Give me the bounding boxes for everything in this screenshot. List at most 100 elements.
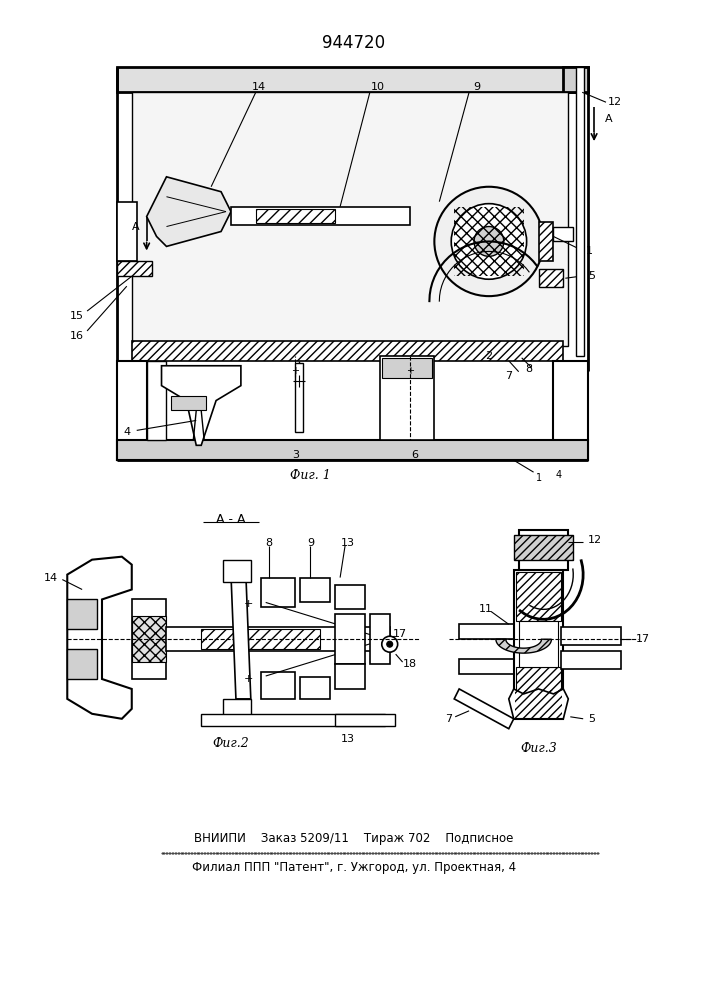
Polygon shape [161,366,241,445]
Point [426,845,437,861]
Point [191,845,202,861]
Circle shape [474,227,504,256]
Point [568,845,579,861]
Point [287,845,298,861]
Point [165,845,176,861]
Point [472,845,483,861]
Text: 15: 15 [70,311,84,321]
Point [232,845,243,861]
Point [204,845,216,861]
Bar [117,67,588,92]
Point [276,845,287,861]
Text: 14: 14 [43,573,57,583]
Point [480,845,491,861]
Text: +: + [406,366,414,376]
Point [378,845,389,861]
Text: 3: 3 [292,450,299,460]
Circle shape [451,204,527,279]
Text: 12: 12 [588,535,602,545]
Point [498,845,509,861]
Point [534,845,545,861]
Point [397,845,408,861]
Point [277,845,288,861]
Point [438,845,449,861]
Point [221,845,233,861]
Point [313,845,325,861]
Point [337,845,349,861]
Point [223,845,234,861]
Point [318,845,329,861]
Point [443,845,455,861]
Bar [132,92,568,346]
Point [280,845,291,861]
Point [487,845,498,861]
Point [369,845,380,861]
Point [461,845,472,861]
Circle shape [434,187,544,296]
Point [238,845,249,861]
Point [465,845,477,861]
Point [173,845,185,861]
Point [265,845,276,861]
Point [172,845,183,861]
Point [392,845,404,861]
Point [385,845,397,861]
Bar [223,560,251,582]
Text: 944720: 944720 [322,34,385,52]
Point [390,845,401,861]
Point [544,845,556,861]
Point [527,845,538,861]
Bar [261,672,296,699]
Point [512,845,523,861]
Point [591,845,602,861]
Point [380,845,392,861]
Point [284,845,296,861]
Point [329,845,341,861]
Point [409,845,420,861]
Point [305,845,316,861]
Point [402,845,414,861]
Text: 11: 11 [479,604,493,614]
Point [211,845,223,861]
Point [194,845,205,861]
Point [479,845,490,861]
Point [290,845,301,861]
Point [436,845,448,861]
Point [175,845,186,861]
Point [528,845,539,861]
Bar [166,627,390,651]
Point [328,845,339,861]
Point [240,845,252,861]
Point [254,845,265,861]
Point [476,845,487,861]
Point [346,845,357,861]
Point [451,845,462,861]
Point [522,845,534,861]
Point [274,845,286,861]
Point [473,845,484,861]
Text: 1: 1 [586,246,593,256]
Point [562,845,573,861]
Point [398,845,409,861]
Point [429,845,440,861]
Point [160,845,172,861]
Text: 8: 8 [525,364,532,374]
Bar [296,363,303,432]
Text: +: + [291,366,300,376]
Bar [561,627,621,645]
Point [283,845,294,861]
Bar [515,667,561,717]
Point [206,845,217,861]
Point [170,845,182,861]
Bar [132,341,563,361]
Point [201,845,212,861]
Text: 4: 4 [555,470,561,480]
Point [279,845,290,861]
Point [490,845,501,861]
Point [372,845,383,861]
Point [413,845,424,861]
Point [185,845,197,861]
Point [286,845,297,861]
Point [531,845,542,861]
Text: 5: 5 [588,271,595,281]
